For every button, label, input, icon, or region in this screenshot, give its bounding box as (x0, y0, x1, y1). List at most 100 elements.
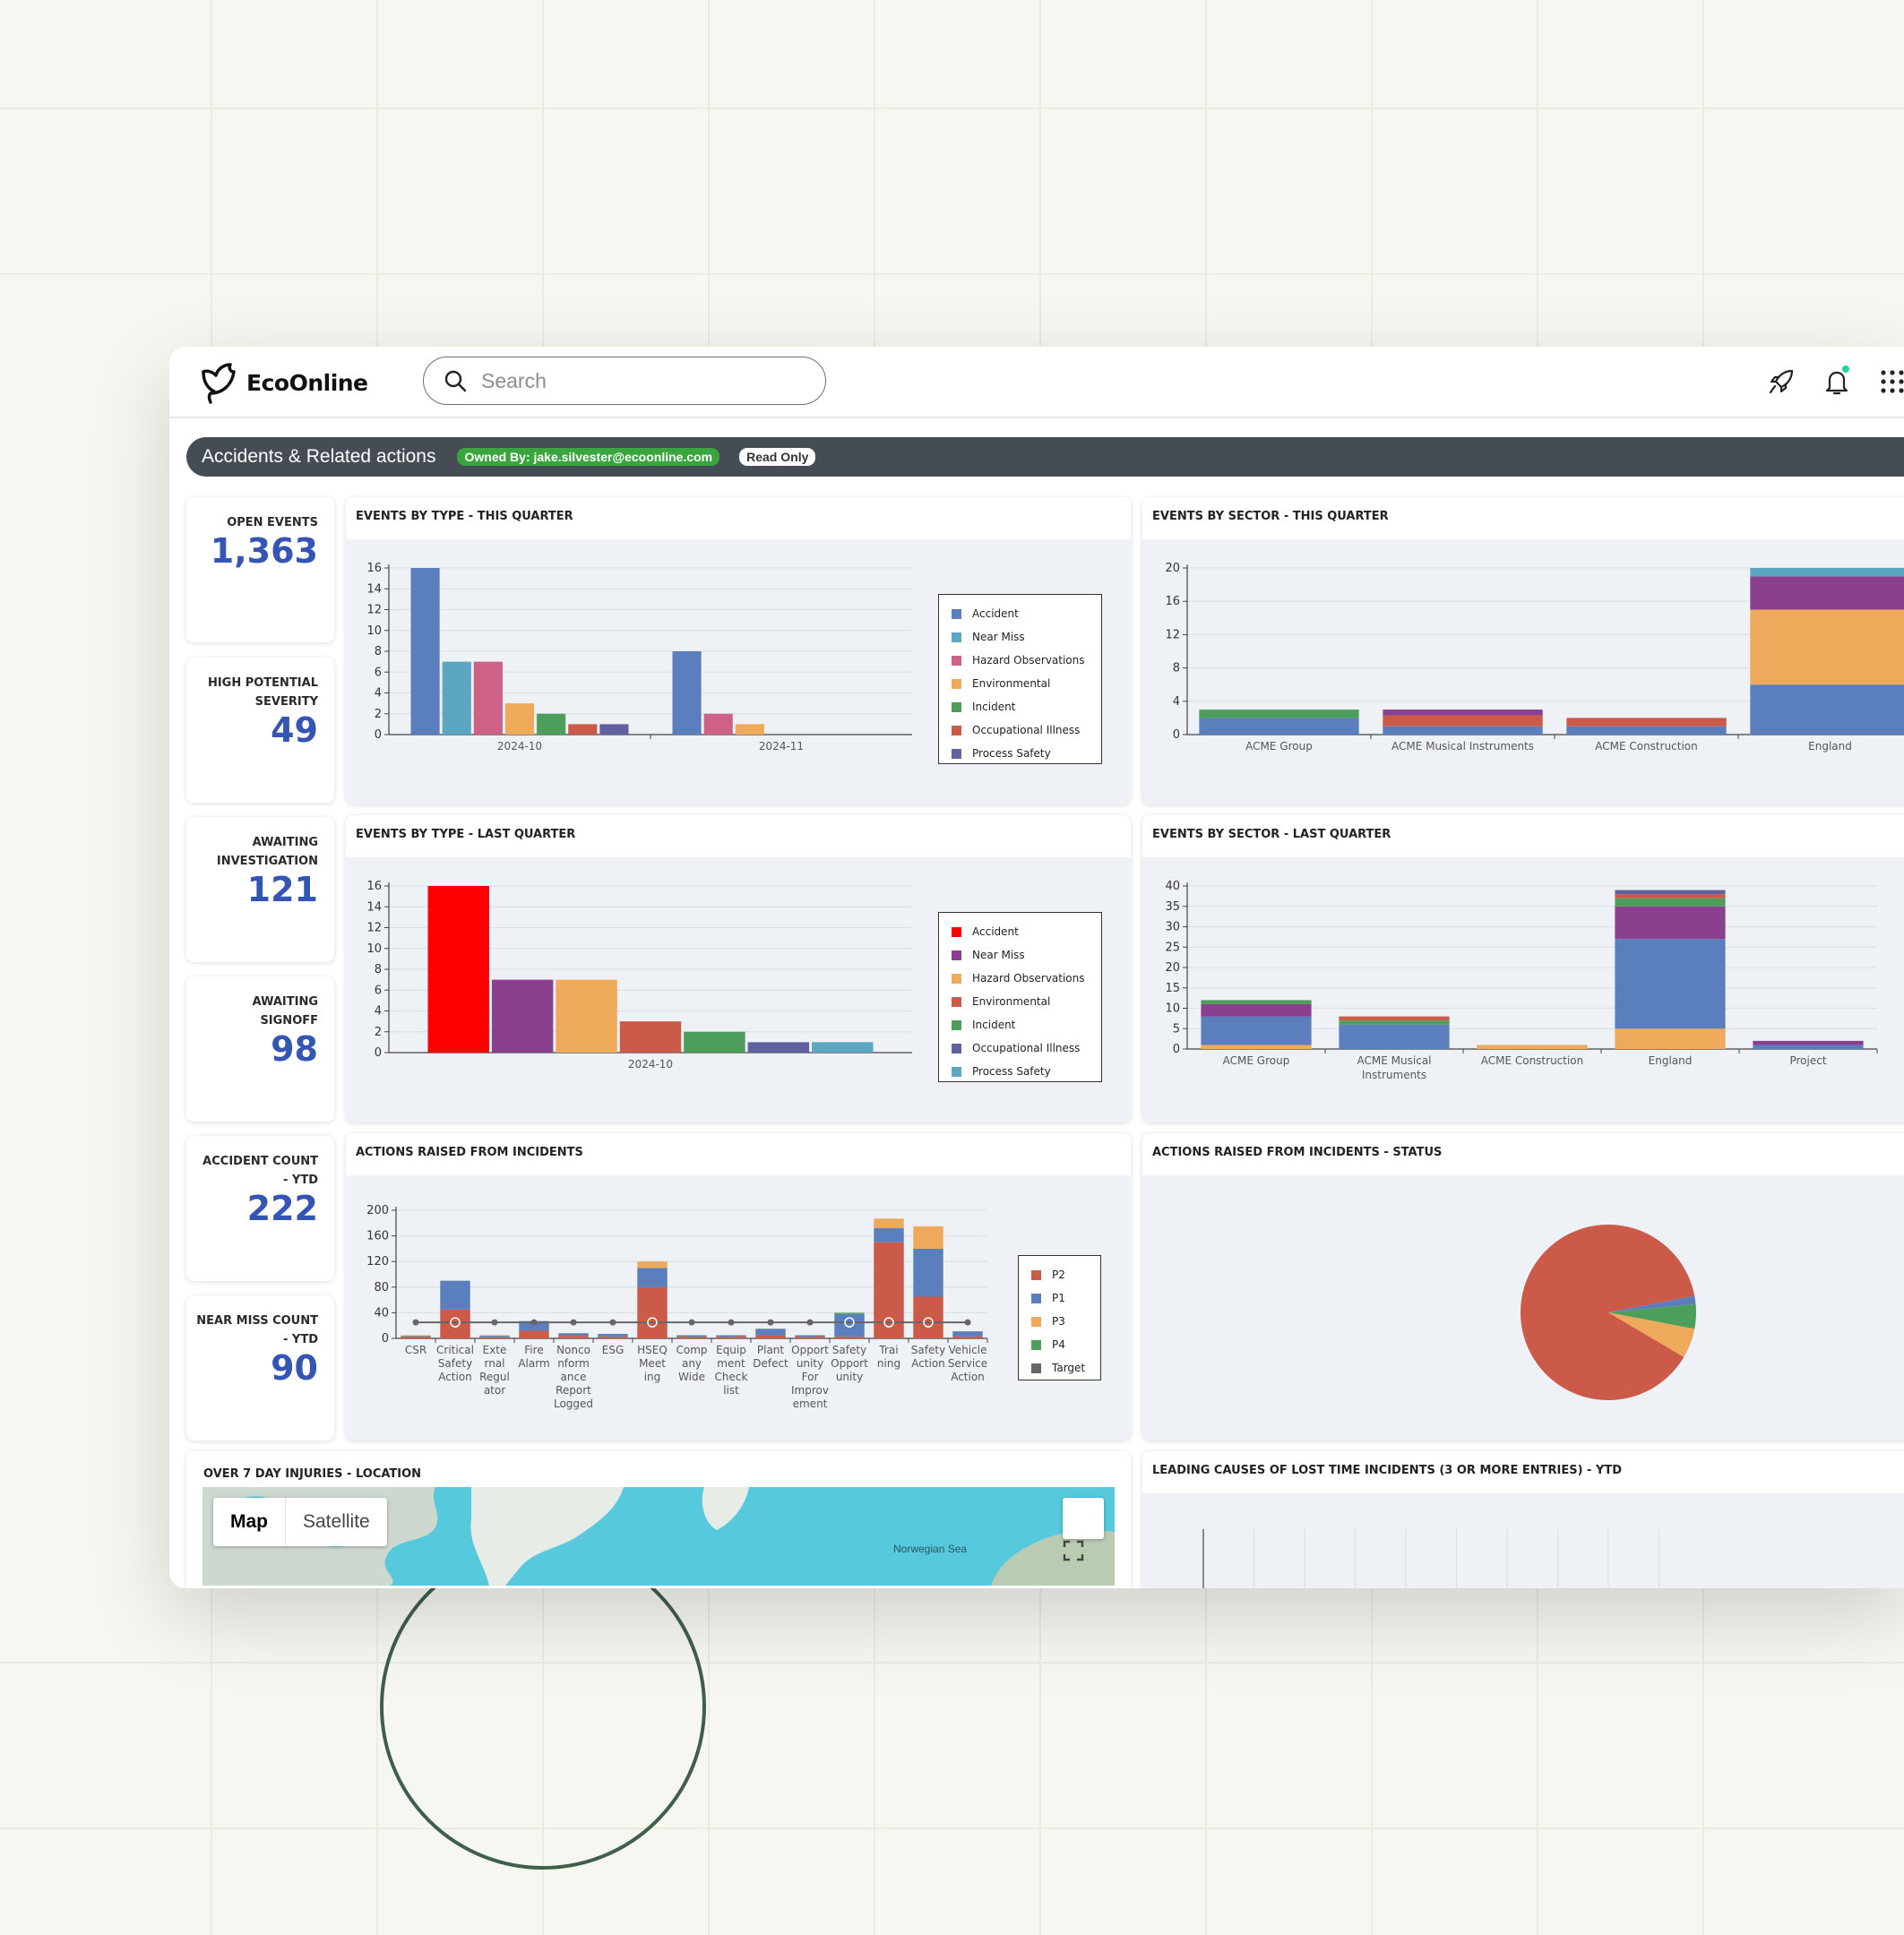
apps-grid-icon[interactable] (1877, 366, 1904, 397)
x-tick-label: ACME Construction (1481, 1054, 1584, 1067)
legend-item[interactable]: Process Safety (952, 742, 1092, 765)
y-tick-label: 8 (375, 963, 382, 976)
legend-label: Near Miss (972, 949, 1025, 961)
legend-item[interactable]: Accident (952, 602, 1092, 625)
map-view-button[interactable]: Map (230, 1511, 268, 1532)
y-tick-label: 160 (366, 1230, 389, 1243)
bar-segment (1615, 890, 1726, 895)
panel-over-7-day-injuries-location: OVER 7 DAY INJURIES - LOCATION Map Satel… (186, 1451, 1131, 1588)
y-tick-label: 0 (382, 1332, 389, 1346)
bar-segment (1615, 1028, 1726, 1049)
legend-item[interactable]: P1 (1031, 1286, 1091, 1310)
location-map[interactable]: Map Satellite Norwegian Sea (202, 1487, 1115, 1586)
legend-label: Incident (972, 1019, 1016, 1031)
legend-item[interactable]: Incident (952, 1013, 1092, 1036)
legend-item[interactable]: Hazard Observations (952, 649, 1092, 672)
bar-segment (1201, 1016, 1312, 1045)
x-tick-label: any (682, 1357, 702, 1370)
kpi-high-potential-severity[interactable]: HIGH POTENTIAL SEVERITY 49 (186, 658, 334, 803)
pie-slice (1521, 1225, 1695, 1400)
kpi-value: 90 (271, 1348, 318, 1388)
legend-item[interactable]: Environmental (952, 990, 1092, 1013)
legend-item[interactable]: Near Miss (952, 943, 1092, 967)
bar-segment (637, 1261, 668, 1268)
y-tick-label: 16 (1165, 595, 1180, 608)
search-input[interactable] (479, 367, 806, 394)
legend-swatch (952, 973, 961, 984)
bell-icon[interactable] (1822, 366, 1852, 397)
bar (735, 724, 764, 735)
x-tick-label: Logged (554, 1398, 593, 1410)
legend-item[interactable]: P3 (1031, 1310, 1091, 1333)
x-tick-label: list (723, 1384, 739, 1397)
bar (568, 724, 598, 735)
legend-item[interactable]: Occupational Illness (952, 1036, 1092, 1060)
bar-segment (479, 1337, 510, 1338)
legend-item[interactable]: Near Miss (952, 625, 1092, 649)
search-bar[interactable] (423, 357, 826, 405)
panel-title: EVENTS BY SECTOR - LAST QUARTER (1142, 815, 1904, 857)
rocket-icon[interactable] (1766, 366, 1796, 397)
legend-label: Environmental (972, 677, 1051, 690)
x-tick-label: Check (715, 1371, 748, 1383)
bar-segment (874, 1242, 904, 1338)
legend-item[interactable]: P2 (1031, 1263, 1091, 1286)
y-tick-label: 2 (375, 708, 382, 721)
legend-swatch (1031, 1269, 1041, 1280)
x-tick-label: Service (948, 1357, 987, 1370)
legend-item[interactable]: Hazard Observations (952, 967, 1092, 990)
panel-title: LEADING CAUSES OF LOST TIME INCIDENTS (3… (1142, 1451, 1904, 1493)
bar-segment (598, 1336, 628, 1338)
map-sea-label: Norwegian Sea (893, 1543, 968, 1555)
target-point (412, 1319, 419, 1326)
panel-events-by-sector-last-quarter: EVENTS BY SECTOR - LAST QUARTER 0 5 10 15 20… (1142, 815, 1904, 1122)
legend-item[interactable]: Occupational Illness (952, 718, 1092, 742)
bird-logo-icon (202, 363, 236, 404)
fullscreen-button[interactable] (1063, 1498, 1104, 1561)
bar-segment (1566, 726, 1727, 735)
bar-segment (716, 1336, 746, 1338)
kpi-near-miss-count-ytd[interactable]: NEAR MISS COUNT - YTD 90 (186, 1295, 334, 1440)
x-tick-label: Equip (716, 1344, 746, 1356)
x-tick-label: Comp (676, 1344, 707, 1356)
x-tick-label: Critical (436, 1344, 474, 1356)
legend-item[interactable]: Accident (952, 920, 1092, 943)
bar-segment (1383, 715, 1543, 727)
legend-swatch (952, 678, 961, 689)
x-tick-label: Trai (878, 1344, 898, 1356)
legend-item[interactable]: P4 (1031, 1333, 1091, 1356)
y-tick-label: 12 (1165, 628, 1180, 641)
x-tick-label: Safety (438, 1357, 472, 1370)
legend-item[interactable]: Environmental (952, 672, 1092, 695)
bar (442, 661, 471, 735)
kpi-awaiting-investigation[interactable]: AWAITING INVESTIGATION 121 (186, 817, 334, 962)
bar (473, 661, 503, 735)
x-tick-label: ACME Group (1223, 1054, 1290, 1067)
panel-title: EVENTS BY TYPE - LAST QUARTER (346, 815, 1131, 857)
legend-item[interactable]: Target (1031, 1356, 1091, 1380)
x-tick-label: Instruments (1362, 1069, 1426, 1081)
kpi-open-events[interactable]: OPEN EVENTS 1,363 (186, 497, 334, 642)
x-tick-label: ACME Construction (1595, 740, 1698, 752)
legend-label: Occupational Illness (972, 724, 1081, 736)
bar-segment (440, 1280, 470, 1310)
x-tick-label: Alarm (518, 1357, 549, 1370)
bar-segment (1753, 1045, 1864, 1049)
satellite-view-button[interactable]: Satellite (285, 1498, 387, 1546)
legend-item[interactable]: Incident (952, 695, 1092, 718)
legend-swatch (952, 748, 961, 759)
bar-segment (558, 1333, 589, 1337)
ecoonline-logo[interactable]: EcoOnline (198, 361, 368, 404)
legend-swatch (1031, 1363, 1041, 1373)
notification-dot (1842, 366, 1849, 373)
kpi-accident-count-ytd[interactable]: ACCIDENT COUNT - YTD 222 (186, 1136, 334, 1281)
legend-item[interactable]: Process Safety (952, 1060, 1092, 1083)
y-tick-label: 20 (1165, 562, 1180, 575)
bar-segment (1615, 906, 1726, 940)
x-tick-label: Safety (911, 1344, 945, 1356)
x-tick-label: ning (877, 1357, 900, 1370)
y-tick-label: 200 (366, 1204, 389, 1217)
kpi-awaiting-signoff[interactable]: AWAITING SIGNOFF 98 (186, 976, 334, 1122)
panel-events-by-sector-this-quarter: EVENTS BY SECTOR - THIS QUARTER 0 4 8 12 16 2… (1142, 497, 1904, 804)
kpi-value: 222 (246, 1189, 318, 1228)
